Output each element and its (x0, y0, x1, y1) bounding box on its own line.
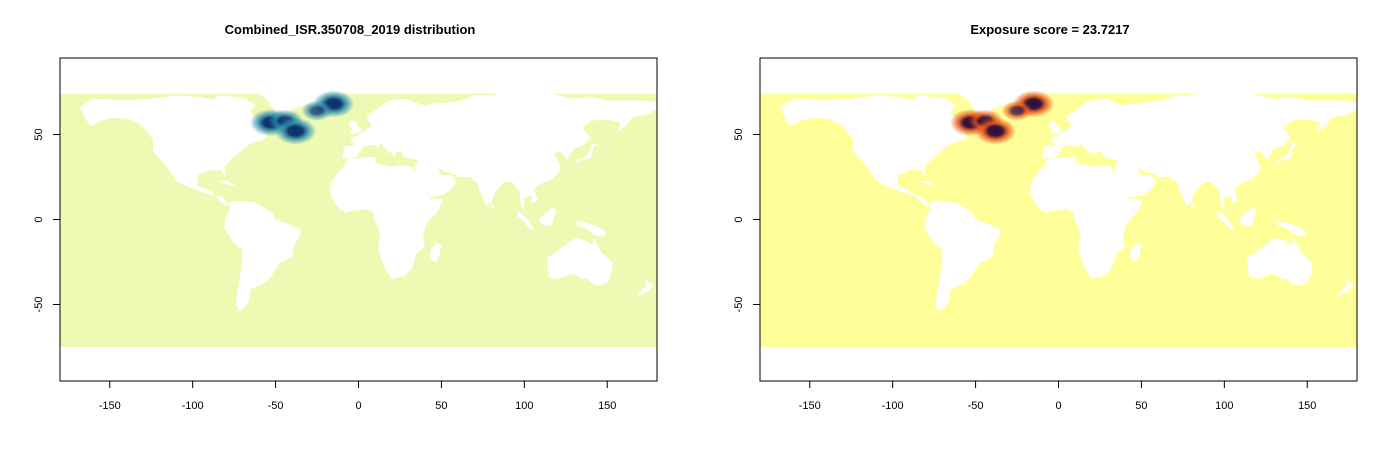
distribution-map-plot: -150 -100 -50 0 50 100 150 -50 0 50 (33, 57, 658, 412)
land-arabia (414, 163, 455, 198)
x-tick-label: 150 (1298, 400, 1316, 412)
exposure-map-plot: -150 -100 -50 0 50 100 150 -50 0 50 (733, 57, 1358, 412)
land-borneo (539, 207, 556, 227)
land-eurasia (1041, 88, 1357, 218)
x-tick-label: 100 (1215, 400, 1233, 412)
land-cuba (917, 180, 936, 186)
land-baffin (912, 95, 956, 113)
land-eurasia (341, 88, 657, 218)
y-tick-label: 50 (33, 128, 45, 140)
land-madagascar (429, 243, 442, 262)
land-sumatra (516, 211, 535, 230)
land-australia (547, 238, 613, 286)
x-tick-label: 50 (435, 400, 447, 412)
x-tick-label: -50 (268, 400, 284, 412)
land-borneo (1239, 207, 1256, 227)
land-new-guinea (1275, 221, 1308, 237)
hotspot (1001, 100, 1033, 121)
x-tick-label: -100 (882, 400, 904, 412)
land-north-america (779, 95, 968, 206)
land-greenland (239, 76, 329, 118)
land-new-guinea (575, 221, 608, 237)
land-north-america (79, 95, 268, 206)
y-tick-label: 0 (733, 216, 745, 222)
chart-title: Exposure score = 23.7217 (970, 22, 1130, 37)
x-tick-label: 0 (355, 400, 361, 412)
y-tick-label: 50 (733, 128, 745, 140)
land-cuba (217, 180, 236, 186)
land-south-america (924, 200, 1001, 312)
land-japan (1274, 143, 1299, 167)
x-tick-label: -150 (799, 400, 821, 412)
hotspot (974, 117, 1017, 145)
y-tick-label: -50 (733, 297, 745, 313)
x-tick-label: 150 (598, 400, 616, 412)
land-japan (574, 143, 599, 167)
y-tick-label: 0 (33, 216, 45, 222)
x-tick-label: -100 (182, 400, 204, 412)
chart-title: Combined_ISR.350708_2019 distribution (224, 22, 476, 37)
land-africa (330, 156, 444, 279)
land-australia (1247, 238, 1313, 286)
land-new-zealand (635, 277, 654, 298)
land-greenland (939, 76, 1029, 118)
x-tick-label: -150 (99, 400, 121, 412)
hotspot (274, 117, 317, 145)
land-britain (1048, 120, 1062, 135)
x-tick-label: -50 (968, 400, 984, 412)
land-scandinavia (366, 100, 405, 125)
land-sumatra (1216, 211, 1235, 230)
y-tick-label: -50 (33, 297, 45, 313)
exposure-panel: Exposure score = 23.7217 -150 -100 -50 0 50 1… (700, 0, 1399, 455)
land-arabia (1114, 163, 1155, 198)
distribution-panel: Combined_ISR.350708_2019 distribution -1… (33, 22, 658, 412)
land-scandinavia (1066, 100, 1105, 125)
land-baffin (212, 95, 256, 113)
x-tick-label: 0 (1055, 400, 1061, 412)
x-tick-label: 50 (1135, 400, 1147, 412)
land-africa (1030, 156, 1144, 279)
land-new-zealand (1335, 277, 1354, 298)
land-britain (348, 120, 362, 135)
land-madagascar (1129, 243, 1142, 262)
x-tick-label: 100 (515, 400, 533, 412)
hotspot (301, 100, 333, 121)
land-south-america (224, 200, 301, 312)
land-sri-lanka (491, 204, 495, 210)
